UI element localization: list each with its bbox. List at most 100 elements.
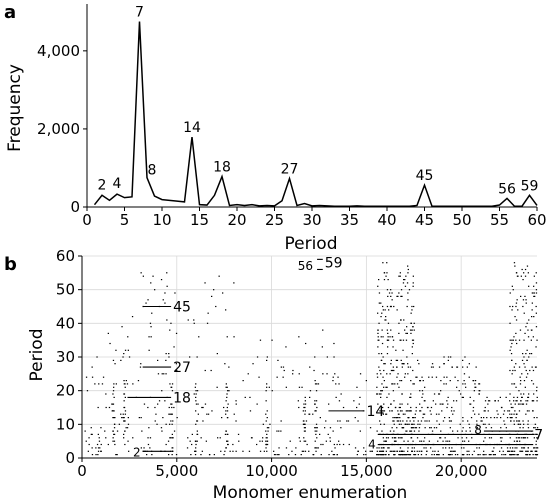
panel-b-point [412, 285, 414, 287]
panel-b-point [195, 443, 197, 446]
panel-b-point [464, 383, 466, 385]
panel-b-point [242, 380, 244, 382]
panel-b-point [338, 400, 341, 402]
panel-b-point [511, 450, 513, 452]
panel-b-point [530, 450, 533, 452]
panel-b-point [417, 454, 419, 456]
panel-b-point [297, 400, 299, 402]
panel-b-point [312, 413, 314, 415]
panel-b-point [86, 390, 89, 392]
panel-b-point [338, 440, 340, 442]
panel-b-point [432, 450, 434, 452]
panel-b-point [442, 440, 444, 442]
panel-b-point [357, 450, 359, 452]
panel-a-x-tick-label: 25 [265, 211, 284, 229]
panel-b-point [275, 454, 277, 456]
panel-b-point [232, 450, 234, 452]
panel-b-point [169, 423, 171, 425]
panel-b-point [535, 440, 537, 442]
panel-b-point [399, 417, 401, 419]
panel-b-point [303, 420, 305, 422]
panel-b-point [128, 356, 131, 358]
panel-b-point [381, 329, 383, 331]
panel-b-point [535, 346, 537, 348]
panel-b-point [534, 454, 537, 456]
panel-b-point [378, 322, 380, 324]
panel-b-point [461, 437, 463, 439]
panel-b-point [150, 282, 152, 284]
panel-b-point [406, 420, 408, 422]
panel-b-line-labels: 2 4 7 8 14 18 27 45 56 59 [133, 256, 543, 460]
panel-b-point [514, 369, 516, 372]
panel-b-point [224, 433, 227, 435]
panel-b-point [225, 309, 227, 311]
panel-b-point [105, 406, 107, 409]
panel-b-point [219, 437, 221, 439]
panel-b-point [432, 366, 434, 368]
panel-b-point [431, 376, 433, 378]
panel-b-point [531, 309, 533, 311]
panel-b-point [413, 423, 415, 425]
panel-b-point [196, 433, 199, 435]
panel-b-point [519, 403, 521, 405]
panel-b-point [124, 349, 127, 351]
panel-b-point [521, 373, 523, 375]
panel-b-point [265, 437, 267, 439]
panel-b-point [171, 423, 173, 425]
panel-b-point [139, 366, 142, 368]
panel-b-point [396, 417, 398, 419]
panel-b-point [149, 447, 151, 449]
panel-b-point [124, 410, 127, 412]
panel-b-point [226, 336, 228, 338]
panel-b-point [514, 410, 516, 412]
panel-b-point [114, 443, 116, 446]
panel-b-point [396, 450, 398, 452]
panel-b-point [304, 410, 306, 412]
panel-b-point [428, 376, 430, 378]
panel-b-point [113, 440, 116, 442]
panel-b-point [489, 454, 491, 456]
panel-b-point [379, 369, 381, 372]
panel-b-point [265, 440, 267, 442]
panel-b-point [412, 369, 414, 372]
panel-b-point [195, 410, 197, 412]
panel-b-point [490, 427, 493, 429]
panel-b-point [398, 332, 400, 334]
panel-b-point [401, 366, 403, 368]
panel-b-point [170, 413, 173, 415]
panel-b-point [396, 427, 398, 429]
panel-b-point [462, 440, 464, 442]
panel-b-point [423, 447, 425, 449]
panel-b-point [277, 359, 279, 361]
panel-b-point [396, 383, 399, 385]
panel-b-point [398, 292, 400, 294]
panel-b-point [337, 376, 339, 378]
panel-b-point [435, 376, 438, 378]
panel-b-point [454, 454, 457, 456]
panel-b-point [308, 450, 310, 452]
panel-b-point [298, 336, 300, 338]
panel-b-point [412, 339, 415, 341]
panel-b-point [113, 383, 115, 385]
panel-b-point [157, 403, 159, 405]
panel-b-point [124, 413, 126, 415]
panel-b-point [430, 406, 433, 409]
panel-b-point [98, 437, 100, 439]
panel-b-point [399, 406, 401, 409]
panel-b-line-label-18: 18 [173, 390, 191, 406]
panel-b-point [406, 332, 408, 334]
panel-a-x-axis-title: Period [284, 234, 337, 254]
panel-b-point [262, 437, 264, 439]
panel-b-point [170, 322, 172, 324]
panel-b-point [391, 336, 394, 338]
panel-b-point [378, 279, 380, 281]
panel-b-point [123, 406, 126, 409]
panel-b-point [525, 326, 527, 328]
panel-b-point [303, 440, 305, 442]
panel-b-point [237, 433, 240, 435]
panel-b-point [436, 454, 439, 456]
panel-b-point [536, 390, 538, 392]
panel-b-point [525, 302, 527, 304]
panel-b-point [100, 427, 102, 429]
panel-b-point [382, 336, 384, 338]
